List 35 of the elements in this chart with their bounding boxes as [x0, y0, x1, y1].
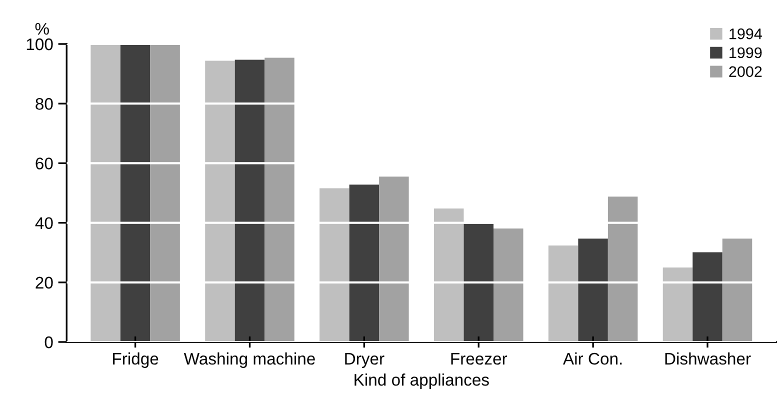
bar — [722, 238, 752, 342]
y-tick-label: 100 — [26, 38, 53, 50]
x-axis-title: Kind of appliances — [354, 374, 489, 390]
bar — [234, 60, 265, 342]
bar — [90, 44, 120, 342]
bar — [264, 58, 294, 342]
bar — [349, 184, 380, 342]
legend-label: 1999 — [730, 47, 762, 58]
legend-label: 2002 — [729, 66, 762, 78]
bar — [608, 196, 638, 342]
bar — [320, 188, 350, 342]
x-tick-label: Air Con. — [562, 352, 622, 365]
bar — [692, 252, 722, 342]
x-tick-label: Fridge — [113, 352, 158, 368]
x-tick-label: Freezer — [451, 353, 508, 365]
x-tick-label: Dryer — [345, 353, 384, 368]
bar — [578, 238, 608, 342]
x-tick-label: Dishwasher — [665, 352, 751, 365]
x-tick-label: Washing machine — [184, 352, 315, 368]
y-tick-label: 80 — [36, 98, 53, 110]
y-tick-label: 60 — [36, 158, 53, 170]
bar — [464, 224, 494, 342]
y-tick-label: 20 — [36, 276, 53, 289]
y-tick-label: 40 — [35, 217, 53, 230]
bar — [493, 228, 524, 342]
legend-label: 1994 — [730, 28, 762, 40]
bar — [379, 176, 409, 342]
y-axis-title: % — [35, 23, 49, 35]
bar — [434, 208, 464, 342]
bar — [150, 44, 180, 342]
bar — [205, 60, 235, 342]
bar — [662, 268, 693, 342]
y-tick-label: 0 — [44, 336, 53, 348]
bar — [120, 44, 150, 342]
bar — [548, 245, 578, 342]
